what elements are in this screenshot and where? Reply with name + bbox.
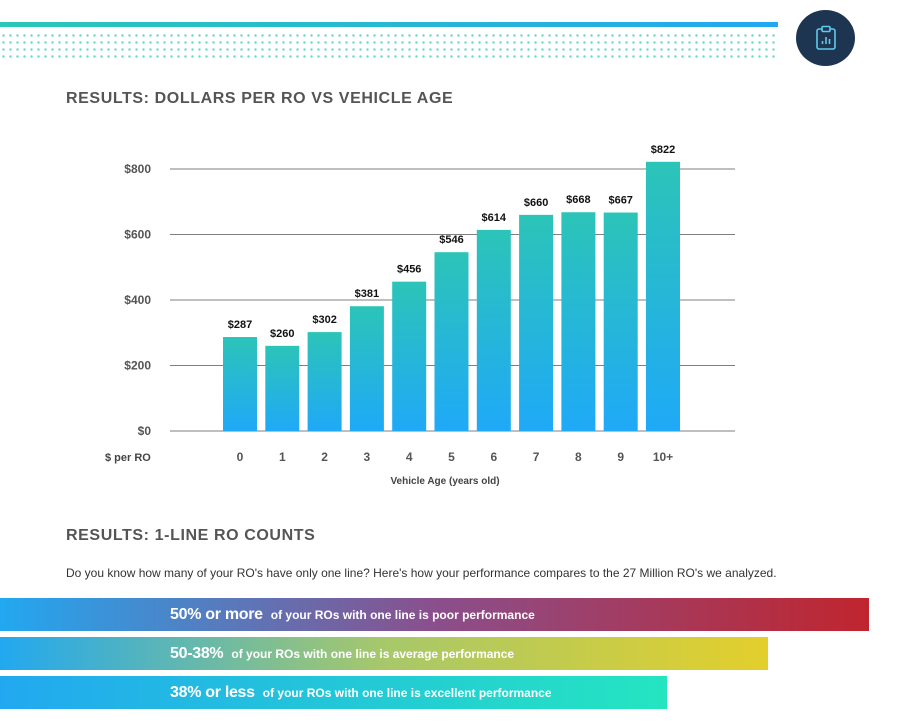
bar-value-label: $287 — [228, 319, 252, 331]
band-excellent-desc: of your ROs with one line is excellent p… — [262, 685, 552, 700]
band-poor-desc: of your ROs with one line is poor perfor… — [270, 607, 535, 622]
bar-value-label: $614 — [482, 212, 507, 224]
bar-9 — [603, 212, 638, 431]
y-tick-label: $400 — [124, 293, 151, 307]
x-tick-label: 5 — [448, 450, 455, 464]
bar-10+ — [646, 161, 680, 432]
x-tick-label: 2 — [321, 450, 328, 464]
bar-value-label: $667 — [608, 195, 632, 207]
bar-value-label: $456 — [397, 264, 421, 276]
counts-intro-text: Do you know how many of your RO's have o… — [66, 566, 777, 580]
counts-section-title: RESULTS: 1-LINE RO COUNTS — [66, 527, 316, 544]
bar-4 — [392, 281, 427, 431]
band-average-range: 50-38% — [170, 644, 224, 662]
band-poor-range: 50% or more — [170, 605, 263, 623]
x-tick-label: 1 — [279, 450, 286, 464]
header-dot-pattern — [0, 32, 778, 60]
x-tick-label: 9 — [617, 450, 624, 464]
header-badge — [796, 10, 855, 66]
x-tick-label: 4 — [406, 450, 413, 464]
bar-value-label: $822 — [651, 144, 675, 156]
bar-6 — [476, 229, 511, 431]
y-tick-label: $600 — [124, 228, 151, 242]
y-tick-label: $0 — [138, 424, 152, 438]
x-tick-label: 3 — [364, 450, 371, 464]
bar-value-label: $260 — [270, 328, 294, 340]
y-axis-label: $ per RO — [105, 452, 151, 464]
bar-value-label: $546 — [439, 234, 463, 246]
band-poor: 50% or more of your ROs with one line is… — [0, 598, 869, 631]
chart-section-title: RESULTS: DOLLARS PER RO VS VEHICLE AGE — [66, 90, 454, 107]
clipboard-chart-icon — [815, 25, 836, 50]
band-average-desc: of your ROs with one line is average per… — [231, 646, 515, 661]
band-average: 50-38% of your ROs with one line is aver… — [0, 637, 768, 670]
bar-value-label: $668 — [566, 194, 590, 206]
x-tick-label: 6 — [490, 450, 497, 464]
bar-value-label: $302 — [312, 314, 336, 326]
bar-3 — [349, 306, 384, 431]
dollars-per-ro-chart: $0 $200 $400 $600 $800 $ per RO Vehicle Age (y… — [105, 144, 735, 487]
bar-5 — [434, 252, 469, 431]
bar-2 — [307, 332, 342, 431]
bar-value-label: $381 — [355, 288, 379, 300]
header-accent-bar — [0, 22, 778, 27]
y-tick-label: $800 — [124, 162, 151, 176]
bar-0 — [223, 337, 257, 431]
bar-7 — [519, 214, 554, 431]
x-tick-label: 8 — [575, 450, 582, 464]
bar-1 — [265, 345, 300, 431]
x-axis-label: Vehicle Age (years old) — [390, 476, 499, 487]
bar-value-label: $660 — [524, 197, 548, 209]
band-excellent-range: 38% or less — [170, 683, 255, 701]
x-tick-label: 7 — [533, 450, 540, 464]
band-excellent: 38% or less of your ROs with one line is… — [0, 676, 667, 709]
bar-8 — [561, 212, 596, 431]
y-tick-label: $200 — [124, 359, 151, 373]
x-tick-label: 0 — [237, 450, 244, 464]
x-tick-label: 10+ — [653, 450, 673, 464]
